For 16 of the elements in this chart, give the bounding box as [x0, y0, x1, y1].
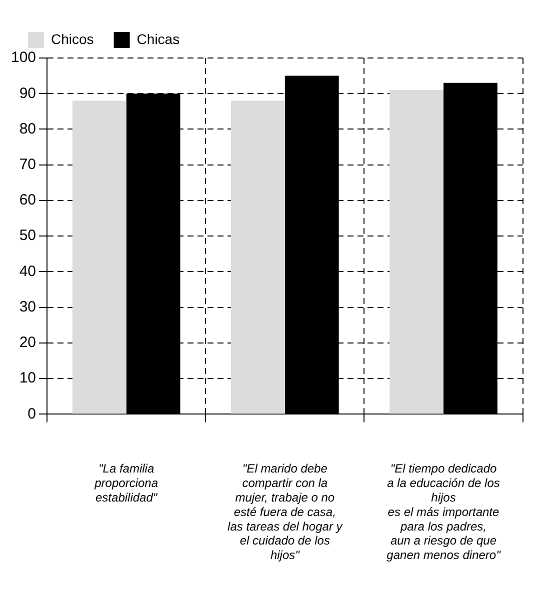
- y-tick-label: 80: [19, 120, 36, 138]
- y-tick-label: 30: [19, 298, 36, 316]
- y-tick-label: 100: [10, 49, 36, 66]
- y-tick-label: 0: [28, 405, 36, 422]
- legend-label: Chicas: [136, 30, 180, 47]
- y-tick-label: 40: [19, 262, 36, 280]
- x-tick-label: "El tiempo dedicado a la educación de los hijos es el más importante para los padres, aun a riesgo de que ganen menos dinero": [386, 462, 502, 562]
- y-tick-label: 90: [19, 84, 36, 102]
- y-tick-label: 10: [19, 370, 36, 387]
- x-tick-label: "La familia proporciona estabilidad": [94, 462, 158, 505]
- y-tick-label: 50: [19, 227, 36, 244]
- y-tick-label: 20: [19, 334, 36, 352]
- y-tick-label: 60: [19, 192, 36, 209]
- legend-label: Chicos: [51, 30, 94, 47]
- y-tick-label: 70: [19, 156, 36, 173]
- x-tick-label: "El marido debe compartir con la mujer, trabaje o no esté fuera de casa, las tareas del hogar y el cuidado de los hijos": [228, 462, 344, 562]
